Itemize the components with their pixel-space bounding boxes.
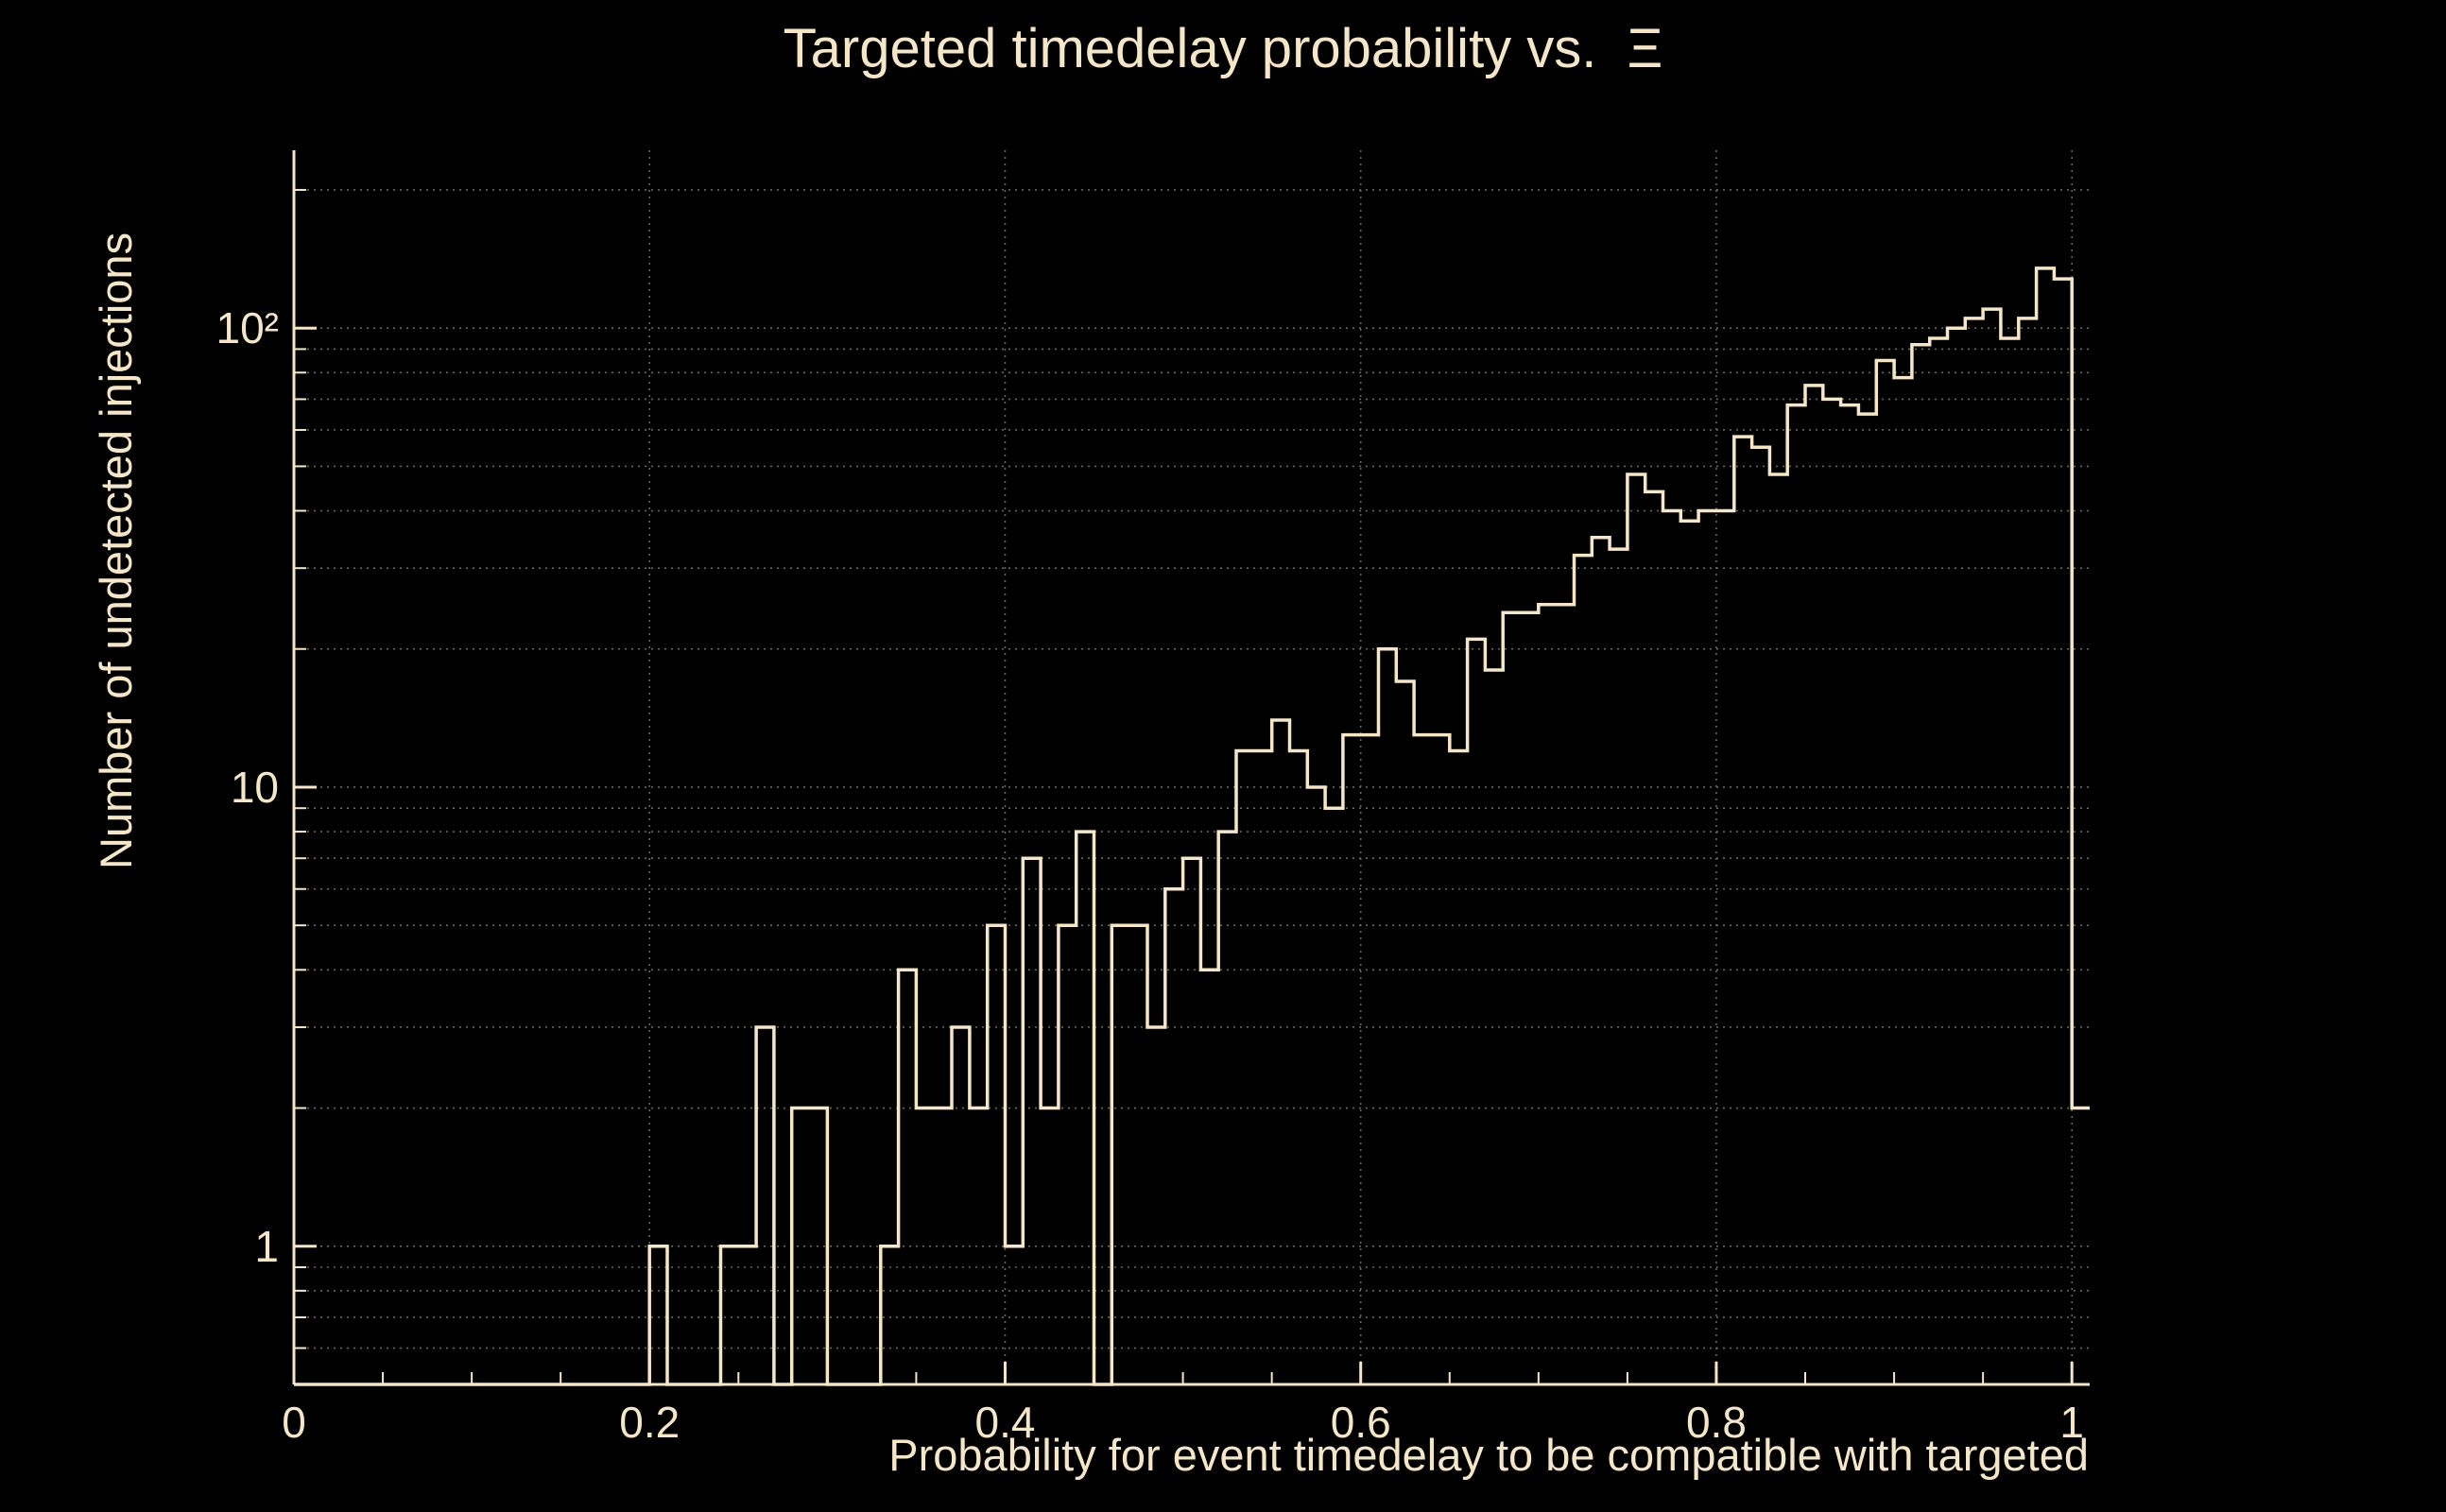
svg-text:0: 0	[282, 1398, 306, 1447]
svg-text:0.4: 0.4	[974, 1398, 1035, 1447]
svg-text:10²: 10²	[216, 303, 279, 352]
svg-text:1: 1	[254, 1222, 279, 1271]
x-axis-title: Probability for event timedelay to be co…	[888, 1430, 2089, 1480]
axis-ticks	[292, 188, 2074, 1384]
y-tick-labels: 1 10 10²	[216, 303, 279, 1271]
svg-text:1: 1	[2059, 1398, 2084, 1447]
gridlines	[294, 150, 2090, 1384]
svg-text:0.2: 0.2	[619, 1398, 680, 1447]
x-tick-labels: 0 0.2 0.4 0.6 0.8 1	[282, 1398, 2084, 1447]
svg-text:0.6: 0.6	[1331, 1398, 1391, 1447]
chart-title: Targeted timedelay probability vs. Ξ	[783, 18, 1663, 79]
y-axis-title: Number of undetected injections	[91, 232, 141, 869]
histogram-series	[294, 266, 2090, 1386]
axes	[292, 150, 2090, 1386]
svg-text:0.8: 0.8	[1686, 1398, 1747, 1447]
svg-text:10: 10	[231, 763, 279, 812]
